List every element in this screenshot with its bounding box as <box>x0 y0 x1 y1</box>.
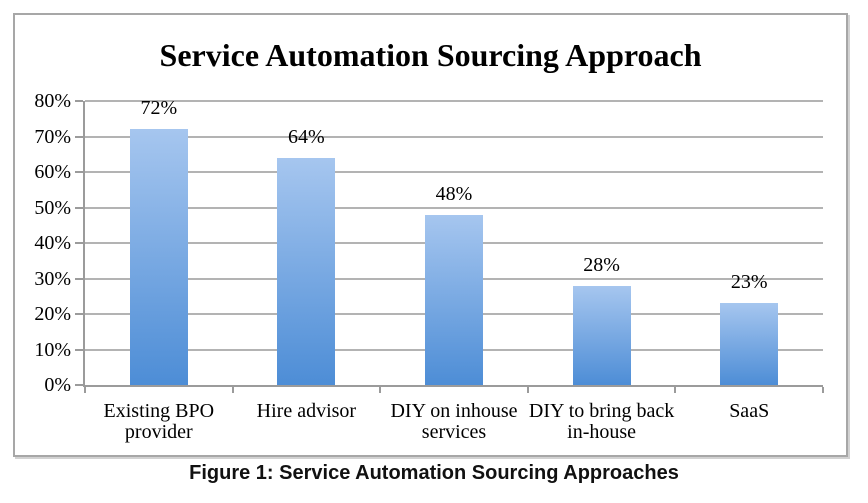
bar-value-label: 64% <box>288 125 325 148</box>
x-axis-tick <box>674 387 677 393</box>
y-axis-tick-label: 0% <box>44 374 71 396</box>
y-axis-tick-label: 40% <box>34 232 71 254</box>
x-axis-tick <box>822 387 824 393</box>
bar <box>277 157 336 385</box>
bar-value-label: 48% <box>435 182 473 205</box>
gridline <box>85 171 823 173</box>
category-label: DIY to bring back in-house <box>528 400 675 443</box>
bar <box>720 303 779 385</box>
y-axis-tick <box>75 242 83 244</box>
y-axis-line <box>83 101 85 387</box>
y-axis-tick <box>75 384 83 386</box>
y-axis-tick <box>75 348 83 351</box>
gridline <box>85 135 823 138</box>
y-axis-tick <box>75 313 83 315</box>
chart-title: Service Automation Sourcing Approach <box>159 37 702 73</box>
bar <box>425 214 483 385</box>
plot-area: 80% 70% 60% 50% 40% 30% 20% 10% 0% 72% Existing BP… <box>34 90 824 443</box>
bar-value-label: 23% <box>730 271 768 294</box>
x-axis-tick <box>231 387 234 393</box>
y-axis-tick <box>75 277 83 280</box>
y-axis-tick-label: 10% <box>34 338 71 361</box>
y-axis-tick-label: 20% <box>34 303 71 325</box>
bar-value-label: 72% <box>140 97 178 120</box>
category-label: Hire advisor <box>256 400 357 422</box>
x-axis-line <box>83 385 823 387</box>
x-axis-tick <box>379 387 382 393</box>
y-axis-tick-label: 60% <box>34 161 71 183</box>
y-axis-tick <box>75 206 83 209</box>
category-label: DIY on inhouse services <box>390 400 518 443</box>
y-axis-tick <box>75 135 83 138</box>
x-axis-tick <box>84 387 86 393</box>
y-axis-tick-label: 80% <box>34 90 71 112</box>
gridline <box>85 206 823 209</box>
x-axis-tick <box>526 387 529 393</box>
figure-caption: Figure 1: Service Automation Sourcing Ap… <box>189 462 679 484</box>
y-axis-tick <box>75 171 83 173</box>
gridline <box>85 100 823 102</box>
y-axis-tick-label: 30% <box>34 267 71 290</box>
category-label: Existing BPO provider <box>103 400 215 443</box>
y-axis-tick-label: 50% <box>34 196 71 219</box>
bar-value-label: 28% <box>583 253 620 276</box>
category-label: SaaS <box>729 400 770 422</box>
bar <box>572 285 631 385</box>
y-axis-tick <box>75 100 83 102</box>
y-axis-tick-label: 70% <box>34 125 71 148</box>
bar <box>129 129 188 385</box>
chart-frame: Service Automation Sourcing Approach 80%… <box>13 13 848 457</box>
